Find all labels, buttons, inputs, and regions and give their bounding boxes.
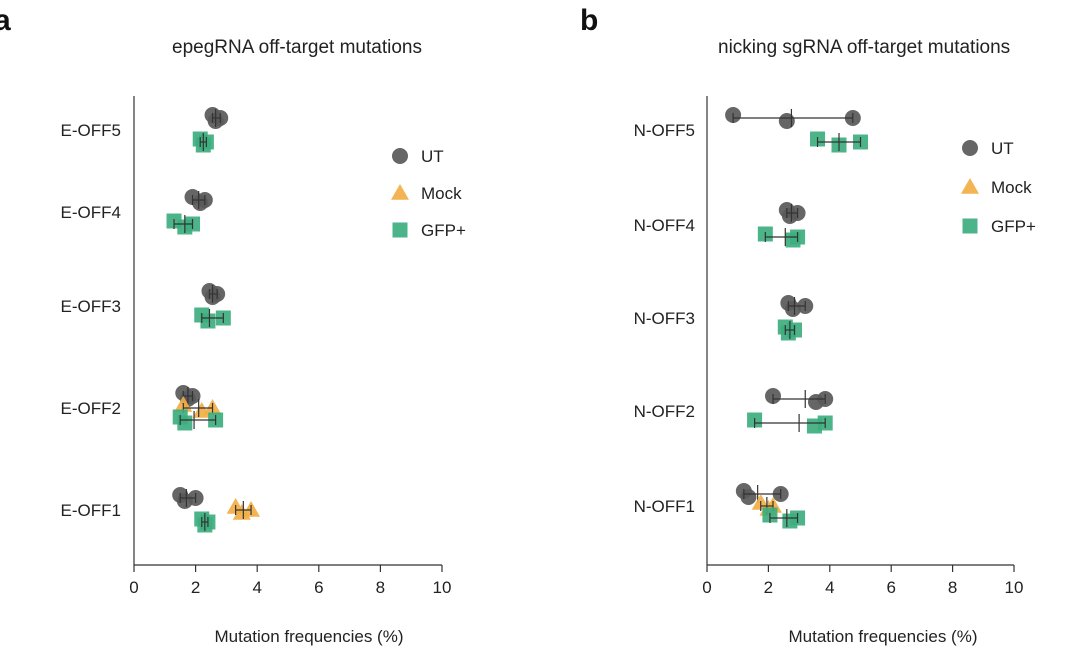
x-tick-label: 0 bbox=[129, 578, 138, 597]
legend-label: UT bbox=[991, 139, 1014, 158]
data-point-gfp bbox=[200, 313, 216, 329]
category-label: N-OFF1 bbox=[634, 497, 695, 516]
x-tick-label: 2 bbox=[764, 578, 773, 597]
x-tick-label: 10 bbox=[433, 578, 452, 597]
legend-marker-gfp bbox=[392, 222, 408, 238]
category-label: N-OFF3 bbox=[634, 309, 695, 328]
data-point-ut bbox=[740, 489, 757, 505]
legend-label: GFP+ bbox=[991, 217, 1036, 236]
category-label: N-OFF2 bbox=[634, 402, 695, 421]
category-label: E-OFF1 bbox=[61, 501, 121, 520]
data-point-ut bbox=[784, 301, 801, 317]
panel-b: b nicking sgRNA off-target mutations Mut… bbox=[580, 4, 1036, 646]
x-tick-label: 10 bbox=[1005, 578, 1024, 597]
x-tick-label: 2 bbox=[191, 578, 200, 597]
legend-marker-ut bbox=[962, 140, 978, 156]
panel-letter-a: a bbox=[0, 4, 11, 37]
category-label: E-OFF4 bbox=[61, 203, 121, 222]
x-tick-label: 4 bbox=[825, 578, 834, 597]
legend-marker-gfp bbox=[962, 218, 978, 234]
panel-a-title: epegRNA off-target mutations bbox=[172, 37, 422, 58]
legend-label: Mock bbox=[421, 184, 462, 203]
x-tick-label: 0 bbox=[702, 578, 711, 597]
legend-label: Mock bbox=[991, 178, 1032, 197]
x-tick-label: 6 bbox=[314, 578, 323, 597]
category-label: E-OFF2 bbox=[61, 399, 121, 418]
legend-marker-mock bbox=[391, 184, 409, 200]
category-label: N-OFF5 bbox=[634, 121, 695, 140]
category-label: E-OFF5 bbox=[61, 121, 121, 140]
legend-label: UT bbox=[421, 147, 444, 166]
legend-label: GFP+ bbox=[421, 221, 466, 240]
x-tick-label: 6 bbox=[886, 578, 895, 597]
panel-b-title: nicking sgRNA off-target mutations bbox=[718, 37, 1010, 58]
category-label: N-OFF4 bbox=[634, 216, 695, 235]
data-point-ut bbox=[778, 113, 795, 129]
panel-letter-b: b bbox=[580, 4, 598, 37]
panel-a-xlabel: Mutation frequencies (%) bbox=[215, 627, 404, 646]
data-point-gfp bbox=[177, 415, 193, 431]
legend-marker-mock bbox=[961, 178, 979, 194]
x-tick-label: 4 bbox=[252, 578, 261, 597]
x-tick-label: 8 bbox=[376, 578, 385, 597]
legend-marker-ut bbox=[392, 148, 408, 164]
category-label: E-OFF3 bbox=[61, 297, 121, 316]
x-tick-label: 8 bbox=[948, 578, 957, 597]
panel-a: a epegRNA off-target mutations Mutation … bbox=[0, 4, 466, 646]
panel-b-xlabel: Mutation frequencies (%) bbox=[789, 627, 978, 646]
